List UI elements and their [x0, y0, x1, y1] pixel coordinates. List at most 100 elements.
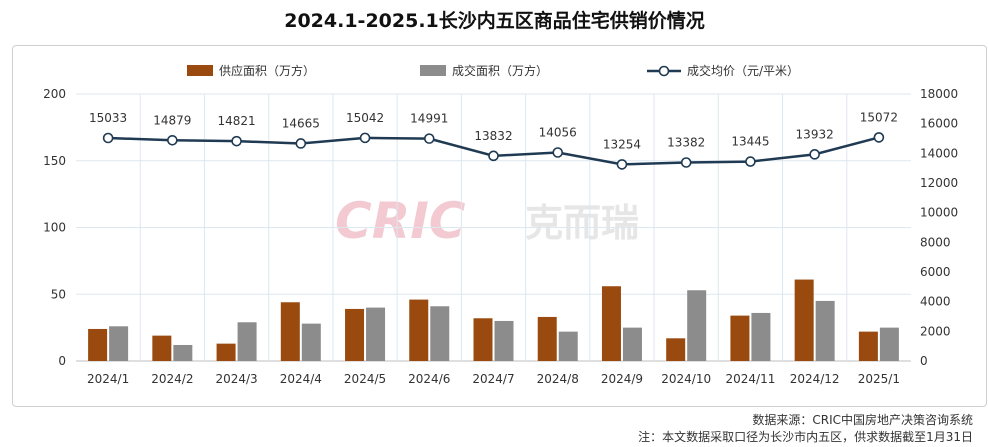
price-label: 15033: [89, 111, 127, 125]
price-label: 14879: [153, 113, 191, 127]
price-point: [616, 159, 628, 170]
price-label: 14056: [539, 126, 577, 140]
price-label: 14821: [217, 114, 255, 128]
watermark: CRIC 克而瑞: [335, 192, 639, 250]
y-right-tick: 14000: [920, 146, 958, 160]
supply-bar: [601, 286, 621, 361]
deal-bar: [494, 320, 514, 361]
x-tick: 2024/4: [280, 372, 322, 386]
supply-bar: [216, 343, 236, 361]
bars: [88, 279, 899, 361]
x-tick: 2024/10: [661, 372, 711, 386]
x-tick: 2024/7: [472, 372, 514, 386]
price-point: [488, 150, 499, 162]
deal-bar: [622, 327, 642, 361]
price-point: [231, 135, 242, 147]
deal-bar: [751, 312, 771, 361]
price-label: 13254: [603, 137, 641, 151]
chart-title: 2024.1-2025.1长沙内五区商品住宅供销价情况: [284, 10, 705, 32]
price-point: [423, 133, 435, 144]
price-label: 13382: [667, 136, 705, 150]
deal-bar: [879, 327, 899, 361]
note-text: 注：本文数据采取口径为长沙市内五区，供求数据截至1月31日: [638, 430, 973, 444]
price-label: 13832: [474, 129, 512, 143]
price-line: [102, 132, 885, 170]
price-label: 14665: [282, 116, 320, 130]
x-tick: 2024/12: [790, 372, 840, 386]
supply-bar: [666, 338, 686, 361]
y-right-tick: 8000: [920, 235, 951, 249]
price-point: [295, 138, 307, 149]
deal-bar: [558, 331, 578, 361]
y-right-tick: 12000: [920, 176, 958, 190]
deal-bar: [430, 306, 450, 361]
watermark-cn: 克而瑞: [525, 201, 639, 245]
price-label: 13445: [731, 135, 769, 149]
legend-price-label: 成交均价（元/平米）: [687, 63, 799, 78]
x-tick: 2024/3: [215, 372, 257, 386]
source-text: 数据来源：CRIC中国房地产决策咨询系统: [752, 413, 973, 427]
y-right-tick: 10000: [920, 206, 958, 220]
y-right-tick: 16000: [920, 117, 958, 131]
legend-deal-label: 成交面积（万方）: [452, 63, 548, 78]
gridlines: [76, 93, 911, 362]
price-label: 14991: [410, 112, 448, 126]
deal-bar: [687, 290, 707, 361]
supply-bar: [473, 318, 493, 361]
legend-deal-swatch: [420, 65, 446, 76]
price-point: [680, 157, 692, 168]
price-point: [552, 147, 564, 158]
y-right-tick: 2000: [920, 324, 951, 338]
price-point: [102, 132, 114, 144]
deal-bar: [366, 307, 386, 361]
x-tick: 2024/9: [601, 372, 643, 386]
data-labels: 15033 14879 14821 14665 15042 14991 13832 14056…: [89, 110, 898, 151]
supply-bar: [88, 328, 108, 361]
price-point: [167, 134, 178, 146]
x-tick: 2024/2: [151, 372, 193, 386]
y-left-tick: 200: [43, 87, 66, 101]
supply-bar: [280, 302, 300, 361]
deal-bar: [815, 300, 835, 361]
deal-bar: [237, 322, 257, 361]
deal-bar: [301, 323, 321, 361]
price-point: [745, 156, 756, 167]
y-left-tick: 50: [51, 287, 66, 301]
axes: 0501001502000200040006000800010000120001…: [43, 87, 958, 386]
legend-supply-swatch: [187, 65, 213, 76]
price-point: [809, 149, 820, 160]
deal-bar: [173, 344, 193, 361]
x-tick: 2024/1: [87, 372, 129, 386]
x-tick: 2024/8: [537, 372, 579, 386]
y-right-tick: 6000: [920, 265, 951, 279]
y-left-tick: 100: [43, 221, 66, 235]
y-right-tick: 18000: [920, 87, 958, 101]
watermark-brand: CRIC: [335, 192, 466, 250]
x-tick: 2024/5: [344, 372, 386, 386]
y-right-tick: 0: [920, 354, 928, 368]
deal-bar: [109, 326, 129, 361]
price-label: 15072: [860, 110, 898, 124]
y-left-tick: 0: [58, 354, 66, 368]
price-point: [359, 132, 371, 144]
legend-price-marker: [658, 65, 670, 77]
price-label: 15042: [346, 111, 384, 125]
x-tick: 2024/11: [725, 372, 775, 386]
y-left-tick: 150: [43, 154, 66, 168]
supply-bar: [345, 308, 365, 361]
supply-bar: [152, 335, 172, 361]
supply-bar: [794, 279, 814, 361]
price-point: [873, 132, 885, 143]
supply-bar: [730, 315, 750, 361]
legend: 供应面积（万方） 成交面积（万方） 成交均价（元/平米）: [187, 63, 799, 78]
supply-bar: [409, 299, 429, 361]
x-tick: 2024/6: [408, 372, 450, 386]
y-right-tick: 4000: [920, 295, 951, 309]
supply-bar: [537, 316, 557, 361]
x-tick: 2025/1: [858, 372, 900, 386]
supply-bar: [858, 331, 878, 361]
price-label: 13932: [796, 127, 834, 141]
chart-frame: [12, 45, 987, 407]
legend-supply-label: 供应面积（万方）: [219, 63, 315, 78]
